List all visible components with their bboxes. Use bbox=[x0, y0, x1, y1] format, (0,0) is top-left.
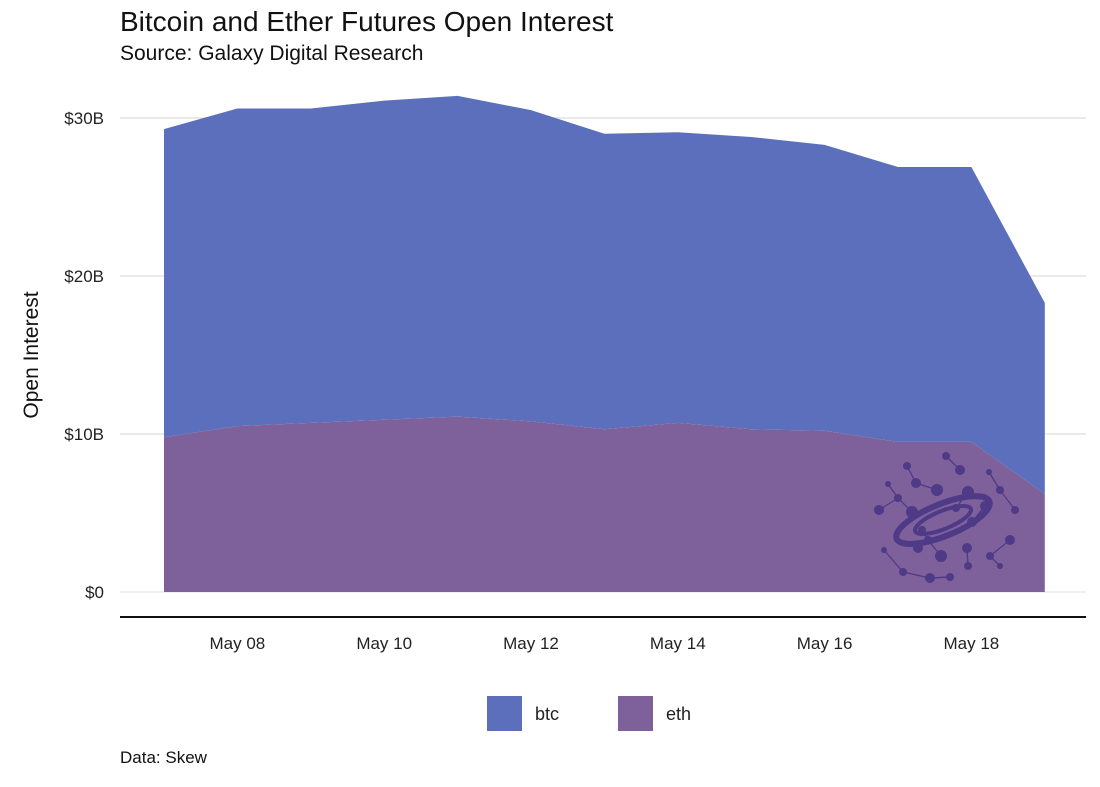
logo-node bbox=[952, 504, 960, 512]
chart-title: Bitcoin and Ether Futures Open Interest bbox=[120, 6, 614, 37]
y-axis-label: Open Interest bbox=[20, 291, 43, 418]
logo-node bbox=[942, 452, 950, 460]
logo-node bbox=[1011, 506, 1019, 514]
y-tick-label: $30B bbox=[64, 109, 104, 128]
logo-node bbox=[986, 552, 994, 560]
logo-node bbox=[903, 462, 911, 470]
logo-node bbox=[931, 484, 943, 496]
logo-node bbox=[935, 550, 947, 562]
logo-node bbox=[997, 563, 1003, 569]
x-tick-labels: May 08 May 10 May 12 May 14 May 16 May 18 bbox=[210, 634, 1000, 653]
x-tick-label: May 16 bbox=[797, 634, 853, 653]
logo-node bbox=[946, 573, 954, 581]
y-tick-labels: $0 $10B $20B $30B bbox=[64, 109, 104, 602]
stacked-areas bbox=[164, 95, 1045, 592]
x-tick-label: May 12 bbox=[503, 634, 559, 653]
legend: btc eth bbox=[487, 696, 691, 731]
logo-node bbox=[913, 543, 923, 553]
logo-node bbox=[881, 547, 887, 553]
logo-node bbox=[1005, 535, 1015, 545]
x-tick-label: May 14 bbox=[650, 634, 706, 653]
logo-link bbox=[883, 549, 904, 573]
logo-node bbox=[964, 562, 972, 570]
data-source-caption: Data: Skew bbox=[120, 748, 207, 767]
x-tick-label: May 10 bbox=[356, 634, 412, 653]
logo-node bbox=[906, 506, 918, 518]
x-tick-label: May 08 bbox=[210, 634, 266, 653]
logo-ring bbox=[893, 493, 993, 547]
y-tick-label: $10B bbox=[64, 425, 104, 444]
logo-node bbox=[996, 486, 1004, 494]
legend-label-btc: btc bbox=[535, 704, 559, 724]
legend-swatch-btc bbox=[487, 696, 522, 731]
logo-node bbox=[874, 505, 884, 515]
logo-ring-inner bbox=[912, 504, 974, 536]
y-tick-label: $20B bbox=[64, 267, 104, 286]
legend-swatch-eth bbox=[618, 696, 653, 731]
area-btc bbox=[164, 95, 1045, 495]
logo-node bbox=[885, 481, 891, 487]
logo-node bbox=[980, 501, 990, 511]
area-eth bbox=[164, 416, 1045, 592]
logo-node bbox=[925, 573, 935, 583]
logo-node bbox=[894, 494, 902, 502]
logo-node bbox=[962, 486, 974, 498]
logo-link bbox=[999, 489, 1016, 511]
logo-node bbox=[967, 517, 977, 527]
logo-node bbox=[899, 568, 907, 576]
logo-node bbox=[955, 465, 965, 475]
galaxy-logo-icon bbox=[874, 452, 1019, 583]
logo-node bbox=[918, 526, 926, 534]
logo-node bbox=[962, 543, 972, 553]
chart-subtitle: Source: Galaxy Digital Research bbox=[120, 42, 424, 65]
logo-node bbox=[924, 536, 932, 544]
legend-label-eth: eth bbox=[666, 704, 691, 724]
y-tick-label: $0 bbox=[85, 583, 104, 602]
logo-node bbox=[911, 478, 921, 488]
logo-node bbox=[986, 469, 992, 475]
x-tick-label: May 18 bbox=[944, 634, 1000, 653]
